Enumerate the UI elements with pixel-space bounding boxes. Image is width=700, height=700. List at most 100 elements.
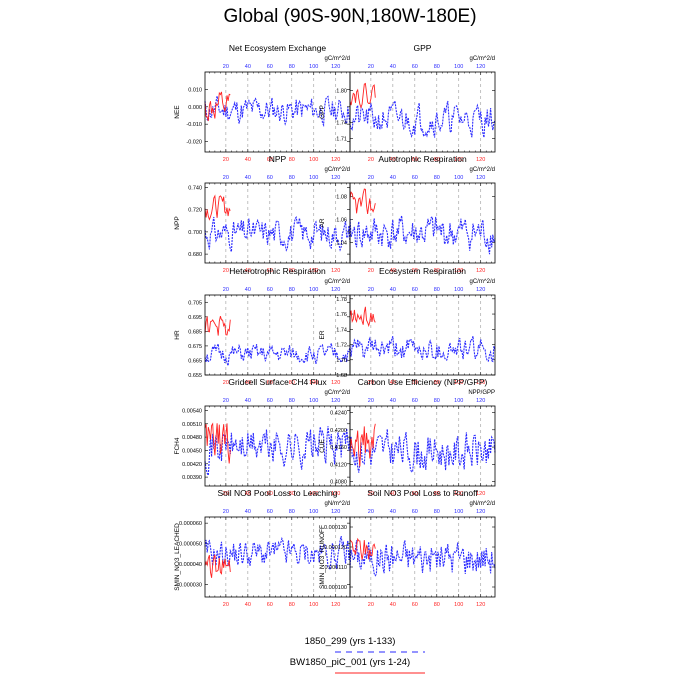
top-tick-label: 60 [412,64,418,70]
bottom-tick-label: 20 [223,491,229,497]
y-tick-label: 0.695 [188,315,202,321]
bottom-tick-label: 20 [368,602,374,608]
top-tick-label: 40 [390,509,396,515]
top-tick-label: 80 [434,398,440,404]
legend-label-bw1850: BW1850_piC_001 (yrs 1-24) [289,657,411,668]
top-tick-label: 80 [434,175,440,181]
bottom-tick-label: 20 [368,157,374,163]
y-tick-label: 0.000110 [324,565,347,571]
top-tick-label: 80 [434,287,440,293]
bottom-tick-label: 120 [331,268,340,274]
panel-title: Heterotrophic Respiration [229,266,326,276]
plot-frame [204,182,351,264]
bottom-tick-label: 80 [289,157,295,163]
bottom-tick-label: 120 [476,491,485,497]
y-tick-label: 0.000060 [179,521,202,527]
y-tick-label: 1.74 [336,121,347,127]
top-tick-label: 40 [390,64,396,70]
panel-1: GPP gC/m^2/d 20 20 40 40 60 60 80 80 100 100 120 120 1… [319,43,496,163]
y-tick-label: 0.000040 [179,562,202,568]
units-label: gC/m^2/d [470,279,496,285]
y-tick-label: 0.685 [188,329,202,335]
y-tick-label: 0.00450 [182,448,202,454]
top-tick-label: 100 [454,509,463,515]
top-tick-label: 80 [289,175,295,181]
series-line-bw1850 [204,554,231,578]
panel-5: Ecosystem Respiration gC/m^2/d 20 20 40 40 60 6… [319,266,496,386]
bottom-tick-label: 80 [434,380,440,386]
series-line-1850-299 [204,95,351,128]
top-tick-label: 100 [309,64,318,70]
top-tick-label: 40 [245,64,251,70]
y-tick-label: 0.700 [188,230,202,236]
top-tick-label: 20 [368,509,374,515]
y-tick-label: 0.4240 [330,410,347,416]
y-tick-label: 0.4200 [330,428,347,434]
y-tick-label: 0.665 [188,358,202,364]
top-tick-label: 60 [267,287,273,293]
panel-0: Net Ecosystem Exchange gC/m^2/d 20 20 40 40 60… [174,43,351,163]
top-tick-label: 60 [267,175,273,181]
y-tick-label: 0.740 [188,185,202,191]
y-tick-label: 0.655 [188,373,202,379]
y-axis-label: NPP [174,216,181,229]
bottom-tick-label: 120 [331,602,340,608]
bottom-tick-label: 100 [454,380,463,386]
bottom-tick-label: 20 [223,380,229,386]
panel-6: Gridcell Surface CH4 Flux gC/m^2/d 20 20 40 4… [174,377,351,497]
bottom-tick-label: 40 [390,157,396,163]
top-tick-label: 80 [289,509,295,515]
units-label: NPP/GPP [468,390,495,396]
units-label: gC/m^2/d [325,279,351,285]
bottom-tick-label: 80 [434,157,440,163]
panel-title: GPP [414,43,432,53]
top-tick-label: 100 [309,287,318,293]
series-line-1850-299 [349,99,496,138]
series-line-bw1850 [204,91,231,122]
bottom-tick-label: 40 [390,491,396,497]
bottom-tick-label: 60 [267,380,273,386]
bottom-tick-label: 100 [309,491,318,497]
y-tick-label: 1.74 [336,327,347,333]
panel-8: Soil NO3 Pool Loss to Leaching gN/m^2/d 20… [174,488,351,608]
y-tick-label: 0.705 [188,300,202,306]
top-tick-label: 100 [309,175,318,181]
top-tick-label: 20 [368,175,374,181]
top-tick-label: 120 [331,509,340,515]
bottom-tick-label: 40 [390,268,396,274]
series-line-bw1850 [204,422,231,464]
y-tick-label: 0.000 [188,105,202,111]
top-tick-label: 20 [223,287,229,293]
top-tick-label: 60 [267,509,273,515]
top-tick-label: 40 [245,175,251,181]
bottom-tick-label: 40 [245,380,251,386]
y-axis-label: AR [319,218,326,227]
bottom-tick-label: 60 [267,491,273,497]
top-tick-label: 20 [368,398,374,404]
y-axis-label: GPP [319,105,326,119]
y-axis-label: NEE [174,105,181,119]
top-tick-label: 40 [390,287,396,293]
series-line-1850-299 [349,540,496,577]
bottom-tick-label: 80 [289,268,295,274]
series-line-1850-299 [204,426,351,478]
bottom-tick-label: 60 [412,491,418,497]
bottom-tick-label: 20 [223,268,229,274]
bottom-tick-label: 100 [309,602,318,608]
bottom-tick-label: 60 [412,602,418,608]
bottom-tick-label: 40 [245,491,251,497]
y-tick-label: 0.680 [188,252,202,258]
top-tick-label: 120 [331,287,340,293]
bottom-tick-label: 80 [434,602,440,608]
top-tick-label: 120 [476,287,485,293]
y-tick-label: 0.000130 [324,525,347,531]
y-axis-label: FCH4 [174,437,181,454]
panel-7: Carbon Use Efficiency (NPP/GPP) NPP/GPP 20… [319,377,496,497]
y-axis-label: SMIN_NO3_RUNOFF [319,525,326,589]
series-line-bw1850 [349,537,376,560]
y-tick-label: 0.00540 [182,408,202,414]
plot-frame [349,405,496,487]
bottom-tick-label: 40 [390,380,396,386]
bottom-tick-label: 80 [434,491,440,497]
bottom-tick-label: 120 [331,157,340,163]
